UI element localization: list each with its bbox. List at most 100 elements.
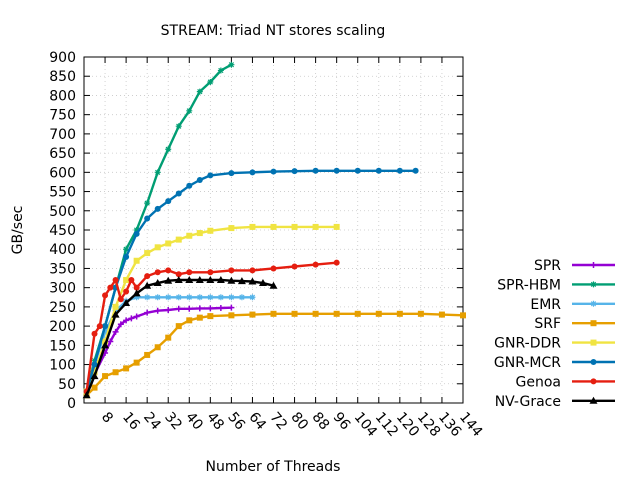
data-point-spr	[207, 305, 214, 312]
data-point-spr	[117, 321, 124, 328]
data-point-genoa	[165, 267, 172, 274]
data-point-spr	[144, 309, 151, 316]
data-point-gnr-mcr	[102, 323, 109, 330]
data-point-srf	[354, 310, 361, 317]
data-point-genoa	[186, 269, 193, 276]
y-tick-label: 750	[49, 108, 76, 124]
data-point-gnr-mcr	[154, 205, 161, 212]
data-point-emr	[154, 294, 161, 301]
data-point-spr-hbm	[144, 200, 151, 207]
x-tick-label: 136	[435, 409, 464, 440]
y-axis-label: GB/sec	[10, 206, 26, 255]
x-tick-label: 80	[287, 409, 311, 433]
legend-item-gnr-mcr: GNR-MCR	[494, 355, 615, 371]
y-tick-label: 350	[49, 261, 76, 277]
data-point-spr-hbm	[217, 67, 224, 74]
data-point-emr	[249, 294, 256, 301]
x-tick-label: 96	[330, 409, 354, 433]
data-point-genoa	[144, 273, 151, 280]
data-point-genoa	[102, 292, 109, 299]
y-tick-label: 0	[67, 396, 76, 412]
data-point-genoa	[175, 271, 182, 278]
data-point-gnr-ddr	[175, 236, 182, 243]
data-point-spr-hbm	[123, 246, 130, 253]
data-point-nv-grace	[185, 275, 194, 283]
series-nv-grace	[82, 275, 278, 399]
legend-label: GNR-MCR	[494, 355, 561, 371]
data-point-genoa	[128, 276, 135, 283]
data-point-srf	[91, 384, 98, 391]
x-tick-label: 48	[203, 409, 227, 433]
data-point-nv-grace	[216, 275, 225, 283]
data-point-spr	[196, 305, 203, 312]
data-point-emr	[144, 294, 151, 301]
data-point-spr	[165, 306, 172, 313]
legend-label: NV-Grace	[495, 394, 561, 410]
series-line-srf	[85, 312, 464, 397]
data-point-srf	[291, 310, 298, 317]
legend-swatch-marker	[590, 300, 597, 307]
data-point-emr	[186, 294, 193, 301]
y-tick-label: 900	[49, 50, 76, 66]
data-point-gnr-mcr	[354, 167, 361, 174]
data-point-genoa	[228, 267, 235, 274]
x-tick-label: 56	[224, 409, 248, 433]
data-point-gnr-mcr	[186, 182, 193, 189]
y-tick-label: 450	[49, 223, 76, 239]
data-point-spr	[217, 305, 224, 312]
data-point-gnr-ddr	[186, 232, 193, 239]
data-point-genoa	[96, 323, 103, 330]
data-point-srf	[460, 312, 466, 319]
data-point-gnr-mcr	[133, 230, 140, 237]
data-point-spr	[123, 317, 130, 324]
data-point-srf	[417, 310, 424, 317]
legend-label: Genoa	[516, 374, 561, 390]
data-point-srf	[270, 310, 277, 317]
data-point-genoa	[270, 265, 277, 272]
data-point-srf	[186, 317, 193, 324]
data-point-emr	[133, 294, 140, 301]
data-point-spr	[175, 305, 182, 312]
data-point-gnr-mcr	[175, 190, 182, 197]
legend-label: SPR	[534, 258, 561, 274]
data-point-gnr-ddr	[165, 240, 172, 247]
data-point-genoa	[249, 267, 256, 274]
y-tick-label: 50	[58, 377, 76, 393]
legend-swatch-marker	[590, 281, 597, 288]
data-point-spr	[186, 305, 193, 312]
data-point-spr	[228, 304, 235, 311]
data-point-nv-grace	[206, 275, 215, 283]
data-point-srf	[228, 312, 235, 319]
series-line-genoa	[85, 261, 337, 392]
data-point-srf	[133, 359, 140, 366]
x-axis-label: Number of Threads	[206, 459, 341, 475]
data-point-gnr-ddr	[207, 227, 214, 234]
data-point-srf	[312, 310, 319, 317]
x-tick-label: 104	[351, 409, 380, 440]
data-point-nv-grace	[143, 281, 152, 289]
x-tick-label: 32	[161, 409, 185, 433]
data-point-emr	[175, 294, 182, 301]
legend-label: SPR-HBM	[497, 277, 561, 293]
x-tick-label: 72	[266, 409, 290, 433]
data-point-gnr-mcr	[375, 167, 382, 174]
data-point-srf	[375, 310, 382, 317]
legend-item-srf: SRF	[534, 316, 615, 332]
y-tick-label: 500	[49, 204, 76, 220]
data-point-gnr-ddr	[312, 223, 319, 230]
y-tick-label: 600	[49, 165, 76, 181]
data-point-nv-grace	[227, 276, 236, 284]
data-point-emr	[165, 294, 172, 301]
data-point-gnr-mcr	[123, 253, 130, 260]
data-point-genoa	[123, 288, 130, 295]
grid	[84, 57, 463, 403]
data-point-nv-grace	[153, 279, 162, 287]
data-point-spr-hbm	[207, 78, 214, 85]
y-tick-label: 250	[49, 300, 76, 316]
legend-swatch-marker	[589, 396, 598, 404]
y-tick-label: 400	[49, 242, 76, 258]
data-point-gnr-mcr	[144, 215, 151, 222]
x-tick-label: 112	[372, 409, 401, 440]
